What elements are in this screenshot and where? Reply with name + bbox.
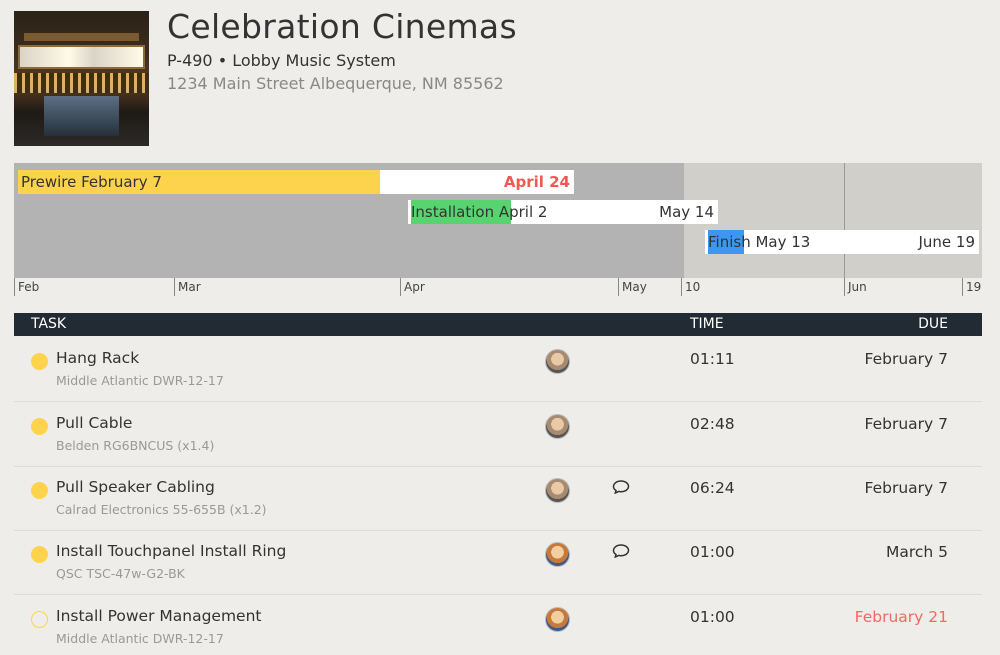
task-due-date: February 21: [854, 608, 948, 626]
task-name: Pull Cable: [56, 414, 133, 432]
column-header-time: TIME: [690, 316, 724, 332]
phase-start-label: Finish May 13: [708, 233, 811, 251]
task-time: 01:11: [690, 350, 735, 368]
thumbnail-lights: [14, 73, 149, 93]
status-dot-icon[interactable]: [31, 546, 48, 563]
comment-icon[interactable]: [612, 480, 630, 494]
axis-tick-label: Feb: [14, 278, 39, 296]
timeline-axis: Feb Mar Apr May 10 Jun 19: [14, 278, 982, 296]
task-detail: Belden RG6BNCUS (x1.4): [56, 438, 215, 453]
phase-bar-prewire[interactable]: Prewire February 7 April 24: [18, 170, 574, 194]
axis-tick-label: Apr: [400, 278, 425, 296]
task-due-date: February 7: [864, 415, 948, 433]
phase-progress-prewire: [18, 170, 380, 194]
timeline-today-marker: [844, 163, 845, 278]
task-detail: QSC TSC-47w-G2-BK: [56, 566, 185, 581]
axis-tick-label: Mar: [174, 278, 201, 296]
axis-tick-label: 10: [681, 278, 700, 296]
status-dot-icon[interactable]: [31, 482, 48, 499]
assignee-avatar[interactable]: [545, 414, 570, 439]
task-table-header: TASK TIME DUE: [14, 313, 982, 336]
task-row[interactable]: Pull Speaker Cabling Calrad Electronics …: [14, 467, 982, 531]
task-time: 01:00: [690, 543, 735, 561]
task-name: Pull Speaker Cabling: [56, 478, 215, 496]
comment-icon[interactable]: [612, 544, 630, 558]
task-name: Install Power Management: [56, 607, 262, 625]
task-time: 06:24: [690, 479, 735, 497]
axis-tick-label: 19: [962, 278, 981, 296]
task-detail: Middle Atlantic DWR-12-17: [56, 631, 224, 646]
task-name: Hang Rack: [56, 349, 140, 367]
phase-start-label: Installation April 2: [411, 203, 548, 221]
axis-tick-label: May: [618, 278, 647, 296]
project-subtitle: P-490 • Lobby Music System: [167, 51, 396, 70]
task-row[interactable]: Hang Rack Middle Atlantic DWR-12-17 01:1…: [14, 338, 982, 402]
assignee-avatar[interactable]: [545, 607, 570, 632]
phase-progress-finish: [708, 230, 744, 254]
project-address: 1234 Main Street Albequerque, NM 85562: [167, 74, 504, 93]
task-row[interactable]: Install Power Management Middle Atlantic…: [14, 596, 982, 655]
phase-end-label: June 19: [918, 233, 975, 251]
column-header-due: DUE: [918, 316, 948, 332]
task-due-date: March 5: [885, 543, 948, 561]
task-row[interactable]: Pull Cable Belden RG6BNCUS (x1.4) 02:48 …: [14, 403, 982, 467]
task-detail: Calrad Electronics 55-655B (x1.2): [56, 502, 267, 517]
assignee-avatar[interactable]: [545, 478, 570, 503]
phase-bar-installation[interactable]: Installation April 2 May 14: [408, 200, 718, 224]
task-due-date: February 7: [864, 479, 948, 497]
column-header-task: TASK: [31, 316, 67, 332]
task-row[interactable]: Install Touchpanel Install Ring QSC TSC-…: [14, 531, 982, 595]
task-due-date: February 7: [864, 350, 948, 368]
phase-start-label: Prewire February 7: [21, 173, 162, 191]
phase-end-label: May 14: [659, 203, 714, 221]
task-detail: Middle Atlantic DWR-12-17: [56, 373, 224, 388]
status-dot-empty-icon[interactable]: [31, 611, 48, 628]
task-time: 01:00: [690, 608, 735, 626]
gantt-timeline: Prewire February 7 April 24 Installation…: [14, 163, 982, 278]
page-title: Celebration Cinemas: [167, 7, 517, 46]
thumbnail-sign: [24, 33, 139, 41]
phase-progress-installation: [411, 200, 511, 224]
cinema-thumbnail: [14, 11, 149, 146]
assignee-avatar[interactable]: [545, 542, 570, 567]
phase-end-label: April 24: [503, 173, 570, 191]
assignee-avatar[interactable]: [545, 349, 570, 374]
status-dot-icon[interactable]: [31, 418, 48, 435]
thumbnail-doors: [44, 96, 119, 136]
task-time: 02:48: [690, 415, 735, 433]
task-name: Install Touchpanel Install Ring: [56, 542, 287, 560]
status-dot-icon[interactable]: [31, 353, 48, 370]
axis-tick-label: Jun: [844, 278, 867, 296]
thumbnail-marquee: [18, 45, 145, 69]
phase-bar-finish[interactable]: Finish May 13 June 19: [705, 230, 979, 254]
